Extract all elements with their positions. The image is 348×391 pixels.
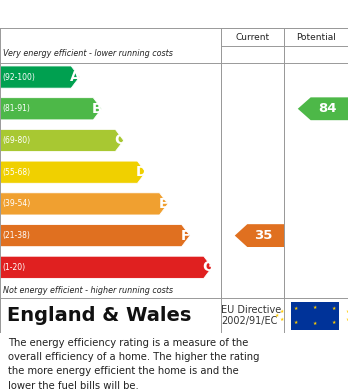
Polygon shape <box>0 161 146 183</box>
Text: ★: ★ <box>313 321 317 326</box>
Text: A: A <box>70 70 81 84</box>
Text: ★: ★ <box>313 305 317 310</box>
Text: C: C <box>114 133 125 147</box>
Text: ★: ★ <box>332 306 336 311</box>
Polygon shape <box>0 129 124 152</box>
Text: EU Directive
2002/91/EC: EU Directive 2002/91/EC <box>221 305 281 326</box>
Text: ★: ★ <box>346 309 348 314</box>
Polygon shape <box>0 98 102 120</box>
Polygon shape <box>0 256 212 278</box>
Polygon shape <box>0 224 190 247</box>
Text: (69-80): (69-80) <box>3 136 31 145</box>
Text: Very energy efficient - lower running costs: Very energy efficient - lower running co… <box>3 48 173 57</box>
Text: 35: 35 <box>254 229 273 242</box>
Polygon shape <box>298 97 348 120</box>
Text: (39-54): (39-54) <box>3 199 31 208</box>
Text: (55-68): (55-68) <box>3 168 31 177</box>
Text: (21-38): (21-38) <box>3 231 31 240</box>
Text: ★: ★ <box>346 317 348 322</box>
Text: G: G <box>202 260 214 274</box>
Text: ★: ★ <box>294 306 298 311</box>
Text: The energy efficiency rating is a measure of the
overall efficiency of a home. T: The energy efficiency rating is a measur… <box>8 338 259 391</box>
Text: B: B <box>92 102 103 116</box>
Text: (81-91): (81-91) <box>3 104 31 113</box>
Text: ★: ★ <box>332 320 336 325</box>
Text: Current: Current <box>235 33 269 42</box>
Text: ★: ★ <box>294 320 298 325</box>
Text: F: F <box>181 229 191 242</box>
Text: Not energy efficient - higher running costs: Not energy efficient - higher running co… <box>3 286 173 295</box>
Polygon shape <box>0 193 168 215</box>
Polygon shape <box>235 224 285 247</box>
Text: Energy Efficiency Rating: Energy Efficiency Rating <box>8 7 229 22</box>
Text: ★: ★ <box>279 317 284 322</box>
Polygon shape <box>0 66 80 88</box>
Text: E: E <box>159 197 168 211</box>
Text: ★: ★ <box>279 309 284 314</box>
Text: D: D <box>136 165 148 179</box>
Text: England & Wales: England & Wales <box>7 306 191 325</box>
Text: ★: ★ <box>275 313 279 318</box>
Text: Potential: Potential <box>296 33 336 42</box>
Text: 84: 84 <box>318 102 337 115</box>
Text: (1-20): (1-20) <box>3 263 26 272</box>
Text: (92-100): (92-100) <box>3 73 35 82</box>
FancyBboxPatch shape <box>291 301 339 330</box>
